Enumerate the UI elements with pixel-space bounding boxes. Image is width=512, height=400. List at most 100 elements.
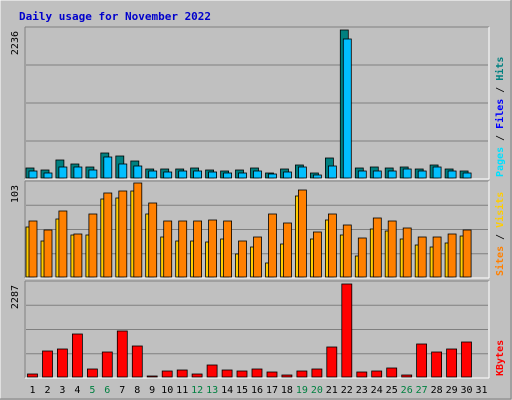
x-tick-label: 10 [161, 385, 173, 396]
bar-kbytes-kbytes [176, 369, 188, 378]
bar-visits-sites [58, 210, 68, 278]
bar-kbytes-kbytes [281, 374, 293, 378]
bar-hits-files [58, 166, 68, 179]
x-tick-label: 26 [401, 385, 413, 396]
bar-kbytes-kbytes [326, 346, 338, 378]
bar-hits-files [103, 156, 113, 179]
panel-visits: 103 Sites / Visits [10, 180, 506, 279]
x-tick-label: 22 [341, 385, 353, 396]
legend-entry: Hits [494, 57, 506, 81]
bar-kbytes-kbytes [266, 371, 278, 378]
x-tick-label: 28 [431, 385, 443, 396]
x-tick-label: 9 [149, 385, 155, 396]
y-max-label: 2287 [10, 285, 21, 309]
bar-visits-sites [387, 220, 397, 278]
bar-kbytes-kbytes [371, 370, 383, 378]
x-tick-label: 18 [281, 385, 293, 396]
x-tick-label: 17 [266, 385, 278, 396]
bar-hits-files [208, 171, 218, 179]
bar-visits-sites [238, 240, 247, 278]
x-tick-label: 2 [44, 385, 50, 396]
bar-hits-files [402, 168, 412, 179]
bar-visits-sites [118, 190, 128, 278]
bar-kbytes-kbytes [221, 369, 233, 378]
bar-kbytes-kbytes [431, 351, 443, 378]
x-axis-labels: 1 2 3 4 5 6 7 8 9 10 11 12 13 14 15 16 17 18 19 20 21 22 23 24 2… [29, 385, 487, 396]
x-tick-label: 13 [206, 385, 218, 396]
bar-visits-sites [178, 220, 188, 278]
bar-kbytes-kbytes [356, 371, 368, 378]
bar-kbytes-kbytes [191, 373, 203, 378]
x-tick-label: 8 [134, 385, 140, 396]
legend-entry: Pages [495, 147, 506, 177]
bar-visits-sites [103, 192, 113, 278]
x-tick-label: 29 [446, 385, 458, 396]
bar-hits-files [178, 170, 188, 179]
bar-hits-files [73, 166, 83, 179]
bar-hits-files [312, 174, 322, 179]
bar-hits-files [253, 170, 262, 179]
bar-hits-files [148, 170, 158, 179]
bar-hits-files [387, 170, 397, 179]
bar-visits-sites [208, 219, 218, 278]
bar-hits-files [372, 170, 382, 179]
x-tick-label: 19 [296, 385, 308, 396]
x-tick-label: 12 [191, 385, 203, 396]
x-tick-label: 30 [460, 385, 472, 396]
x-tick-label: 20 [311, 385, 323, 396]
x-tick-label: 14 [221, 385, 233, 396]
bar-visits-sites [268, 213, 277, 278]
bar-visits-sites [148, 202, 158, 278]
bar-visits-sites [73, 233, 83, 278]
legend-hits: Pages / Files / Hits [494, 57, 506, 177]
bar-hits-files [297, 166, 307, 179]
bar-visits-sites [372, 217, 382, 278]
bar-kbytes-kbytes [146, 375, 158, 378]
bar-visits-sites [163, 220, 173, 278]
bar-hits-files [223, 172, 233, 179]
x-tick-label: 31 [475, 385, 487, 396]
chart-title: Daily usage for November 2022 [19, 10, 211, 23]
bar-kbytes-kbytes [461, 341, 472, 378]
x-tick-label: 3 [59, 385, 65, 396]
panel-kbytes: 2287 KBytes [10, 280, 506, 379]
bar-visits-sites [133, 182, 143, 278]
bar-visits-sites [28, 220, 38, 278]
x-tick-label: 5 [89, 385, 95, 396]
bar-hits-files [417, 170, 427, 179]
legend-kbytes: KBytes [495, 340, 506, 376]
bar-visits-sites [417, 236, 427, 278]
bar-kbytes-kbytes [296, 370, 308, 378]
x-tick-label: 21 [326, 385, 338, 396]
bar-visits-sites [462, 229, 472, 278]
x-tick-label: 15 [236, 385, 248, 396]
bar-hits-files [133, 165, 143, 179]
bar-hits-files [357, 170, 367, 179]
x-tick-label: 25 [386, 385, 398, 396]
bar-visits-sites [223, 220, 233, 278]
x-tick-label: 7 [119, 385, 125, 396]
bar-hits-files [283, 171, 292, 179]
bar-kbytes-kbytes [251, 368, 263, 378]
legend-entry: Files [494, 99, 506, 129]
bar-hits-files [462, 172, 472, 179]
bar-visits-sites [402, 227, 412, 278]
bar-hits-files [342, 38, 352, 179]
bar-visits-sites [43, 229, 53, 278]
bar-kbytes-kbytes [341, 283, 353, 378]
bar-visits-sites [327, 213, 337, 278]
x-tick-label: 4 [74, 385, 80, 396]
bar-visits-sites [357, 237, 367, 278]
x-tick-label: 6 [104, 385, 110, 396]
bar-visits-sites [88, 213, 98, 278]
y-max-label: 103 [10, 185, 21, 203]
bar-visits-sites [432, 236, 442, 278]
bar-hits-files [432, 166, 442, 179]
x-tick-label: 16 [251, 385, 263, 396]
x-tick-label: 23 [356, 385, 368, 396]
x-tick-label: 11 [176, 385, 188, 396]
bar-kbytes-kbytes [386, 367, 398, 378]
bar-visits-sites [447, 233, 457, 278]
bar-kbytes-kbytes [401, 374, 413, 378]
